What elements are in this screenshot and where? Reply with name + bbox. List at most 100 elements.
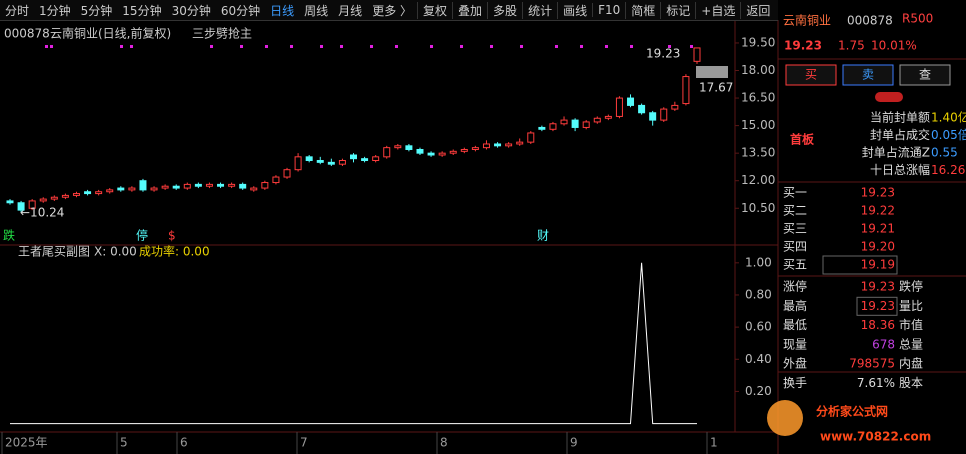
signal-dot [50,45,53,48]
candle-body [50,196,58,200]
toolbar-button[interactable]: 月线 [338,3,363,18]
book-price: 19.23 [861,186,895,200]
candle-body [593,117,601,123]
signal-dot [370,45,373,48]
signal-marker: 停 [136,228,148,243]
date-label: 2025年 [5,436,48,450]
change: 1.75 [838,39,865,53]
toolbar-button[interactable]: 简框 [625,1,660,19]
book-price: 19.22 [861,204,895,218]
toolbar-button[interactable]: F10 [592,3,625,17]
candle-body [61,194,69,198]
info-label: 外盘 [783,356,807,371]
signal-marker: 跌 [3,228,15,243]
stat-value: 16.26 [931,163,965,177]
toolbar-button[interactable]: 叠加 [452,1,487,19]
toolbar-button[interactable]: 画线 [557,1,592,19]
candle-body [17,202,25,211]
stat-value: 0.55 [931,146,958,160]
candle-body [305,156,313,162]
info-value: 19.23 [861,299,895,313]
candle-body [250,187,258,191]
candle-body [638,104,646,114]
candle-body [172,185,180,189]
highlight [856,296,898,316]
info-label: 内盘 [899,356,923,371]
change-pct: 10.01% [871,39,917,53]
candle-body [460,148,468,152]
candle-body [327,161,335,165]
candle-body [538,126,546,130]
toolbar-button[interactable]: 日线 [270,3,295,18]
y-tick-label: 19.50 [741,35,775,49]
toolbar-button[interactable]: +自选 [695,1,740,19]
candle-body [338,160,346,165]
candle-body [372,156,380,162]
toolbar-button[interactable]: 分时 [5,3,30,18]
candle-body [39,198,47,202]
toolbar-button[interactable]: 标记 [660,1,695,19]
candle-body [316,160,324,163]
candle-body [128,187,136,191]
candle-body [449,150,457,154]
signal-dot [580,45,583,48]
toolbar-button[interactable]: 统计 [522,1,557,19]
sub-title: 王者尾买副图 [18,245,90,259]
candle-body [604,115,612,119]
stock-name: 云南铜业 [783,13,831,28]
candle-body [571,119,579,128]
candle-body [106,189,114,193]
y-tick-label: 1.00 [745,255,772,269]
toolbar: 分时 1分钟 5分钟 15分钟 30分钟 60分钟 日线 周线 月线 更多 〉复权 叠加 多股 统计 画线… [0,0,778,21]
toolbar-button[interactable]: 15分钟 [122,3,162,18]
trade-button-label: 卖 [862,68,874,82]
toolbar-button[interactable]: 返回 [740,1,775,19]
candle-body [482,143,490,149]
candle-body [416,148,424,154]
stat-label: 封单占流通Z [862,145,930,160]
candle-body [294,156,302,171]
signal-dot [265,45,268,48]
y-tick-label: 18.00 [741,63,775,77]
toolbar-button[interactable]: 30分钟 [171,3,211,18]
toolbar-button[interactable]: 周线 [304,3,329,18]
watermark-url: www.70822.com [820,430,931,444]
chart-code: 000878 [4,27,50,41]
signal-dot [395,45,398,48]
candle-body [405,145,413,150]
candle-body [615,97,623,117]
candle-body [139,180,147,191]
candle-body [28,200,36,209]
info-label: 跌停 [899,279,923,294]
signal-dot [690,45,693,48]
sub-x-label: X: 0.00 [94,245,137,259]
candle-body [627,97,635,106]
candle-body [228,183,236,187]
candle-body [427,152,435,156]
toolbar-button[interactable]: 更多 〉 [372,3,413,18]
toolbar-button[interactable]: 5分钟 [80,3,113,18]
toolbar-button[interactable]: 多股 [487,1,522,19]
y-tick-label: 13.50 [741,146,775,160]
candle-body [84,191,92,195]
stat-value: 0.05倍 [931,127,966,142]
candle-body [505,143,513,147]
candle-body [494,143,502,147]
stat-label: 十日总涨幅 [870,162,930,177]
collapse [875,92,903,102]
toolbar-button[interactable]: 1分钟 [39,3,71,18]
date-label: 8 [440,436,448,450]
signal-dot [240,45,243,48]
watermark-title: 分析家公式网 [816,404,888,419]
info-label: 市值 [899,317,923,332]
toolbar-button[interactable]: 60分钟 [220,3,261,18]
toolbar-button[interactable]: 复权 [417,1,452,19]
candle-body [549,123,557,130]
indicator-line [10,262,697,425]
y-tick-label: 12.00 [741,173,775,187]
candle-body [438,152,446,156]
info-value: 7.61% [857,376,895,390]
candle-body [394,145,402,149]
highlight [822,255,898,275]
